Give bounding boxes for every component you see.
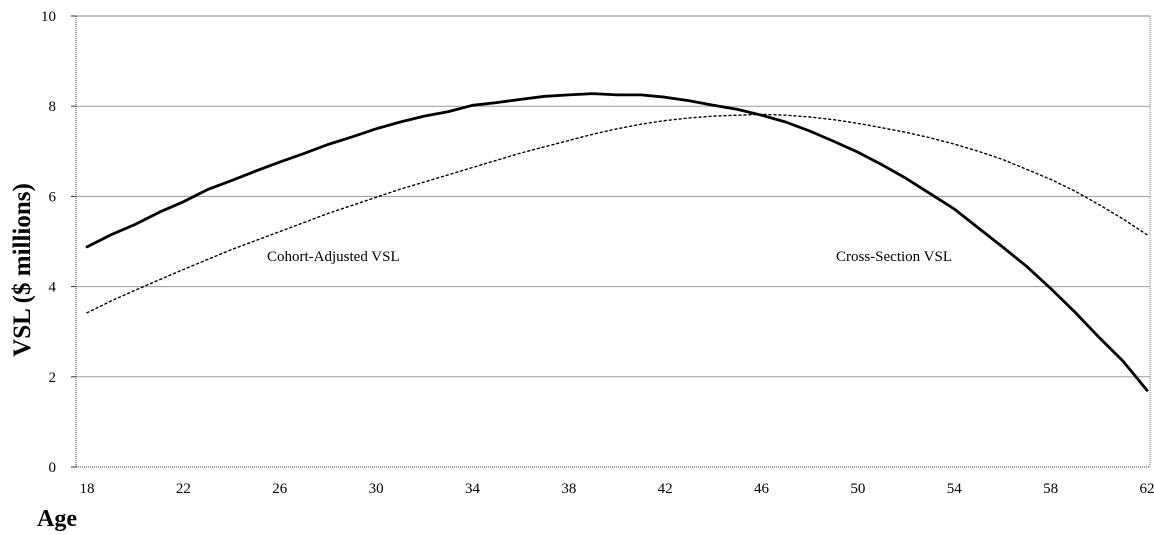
y-tick-label: 0 <box>49 460 57 476</box>
x-tick-label: 22 <box>176 481 191 497</box>
axes <box>71 15 1151 468</box>
series-lines <box>85 92 1149 392</box>
series-label-cross-section: Cross-Section VSL <box>836 249 952 265</box>
y-tick-label: 2 <box>49 370 57 386</box>
x-tick-label: 54 <box>947 481 963 497</box>
grid-lines <box>76 15 1150 378</box>
x-tick-label: 46 <box>754 481 770 497</box>
y-tick-label: 4 <box>49 280 57 296</box>
series-label-cohort-adjusted: Cohort-Adjusted VSL <box>267 249 400 265</box>
x-tick-label: 42 <box>658 481 673 497</box>
x-tick-label: 34 <box>465 481 481 497</box>
y-tick-label: 8 <box>49 99 57 115</box>
x-tick-label: 30 <box>369 481 384 497</box>
y-tick-label: 10 <box>41 9 56 25</box>
y-tick-label: 6 <box>49 189 57 205</box>
y-axis-title: VSL ($ millions) <box>9 183 36 357</box>
x-tick-label: 62 <box>1140 481 1154 497</box>
series-line-cross-section <box>86 113 1148 314</box>
x-tick-label: 26 <box>272 481 288 497</box>
x-axis-title: Age <box>37 506 77 532</box>
x-tick-label: 50 <box>850 481 865 497</box>
x-tick-label: 18 <box>80 481 95 497</box>
series-line-cohort-adjusted <box>85 92 1149 392</box>
x-tick-label: 58 <box>1043 481 1058 497</box>
x-tick-label: 38 <box>561 481 576 497</box>
